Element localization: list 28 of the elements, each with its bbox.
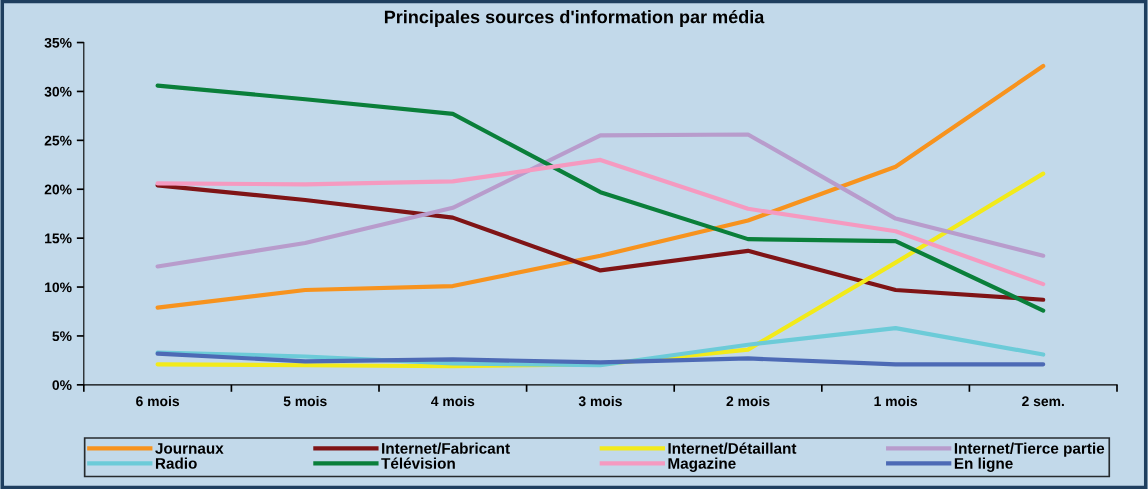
- y-tick-label: 15%: [45, 233, 72, 244]
- y-tick-label: 5%: [52, 331, 72, 342]
- y-tick-label: 35%: [44, 37, 72, 48]
- legend-label: Journaux: [155, 443, 224, 454]
- line-series: [155, 351, 1046, 367]
- legend-label: Internet/Détaillant: [668, 442, 797, 454]
- line-series: [155, 157, 1046, 287]
- y-tick-label: 0%: [52, 380, 72, 391]
- legend-label: Télévision: [381, 457, 455, 469]
- y-tick-label: 30%: [44, 86, 72, 97]
- legend-label: Internet/Tierce partie: [954, 442, 1105, 457]
- legend-label: Radio: [155, 457, 197, 469]
- y-tick-label: 20%: [44, 184, 72, 195]
- y-tick-label: 10%: [45, 282, 72, 293]
- x-tick-label: 2 mois: [726, 395, 770, 407]
- y-tick-label: 25%: [44, 135, 72, 146]
- x-tick-label: 5 mois: [283, 395, 327, 407]
- legend-label: Magazine: [668, 457, 736, 472]
- x-tick-label: 2 sem.: [1022, 396, 1064, 407]
- chart-title: Principales sources d'information par média: [384, 9, 765, 27]
- x-tick-label: 1 mois: [874, 395, 918, 407]
- x-tick-label: 4 mois: [431, 395, 475, 407]
- legend-label: En ligne: [954, 457, 1013, 472]
- line-series: [155, 132, 1046, 269]
- legend-label: Internet/Fabricant: [382, 442, 510, 454]
- line-series: [155, 183, 1046, 302]
- x-tick-label: 3 mois: [578, 395, 622, 407]
- x-tick-label: 6 mois: [136, 395, 180, 407]
